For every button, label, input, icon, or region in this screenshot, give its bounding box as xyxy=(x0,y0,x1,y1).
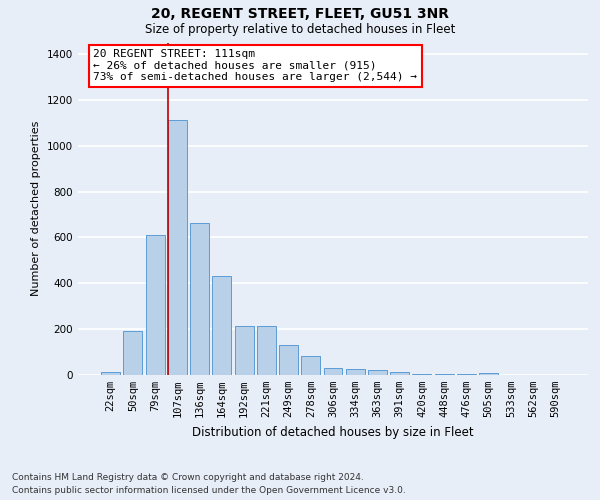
Bar xyxy=(168,120,187,375)
Bar xyxy=(235,326,254,375)
Y-axis label: Number of detached properties: Number of detached properties xyxy=(31,121,41,296)
Bar xyxy=(124,332,142,375)
Bar xyxy=(346,369,365,375)
Text: Contains HM Land Registry data © Crown copyright and database right 2024.
Contai: Contains HM Land Registry data © Crown c… xyxy=(12,474,406,495)
Bar xyxy=(279,345,298,375)
X-axis label: Distribution of detached houses by size in Fleet: Distribution of detached houses by size … xyxy=(192,426,474,438)
Bar xyxy=(190,222,209,375)
Text: 20, REGENT STREET, FLEET, GU51 3NR: 20, REGENT STREET, FLEET, GU51 3NR xyxy=(151,8,449,22)
Bar xyxy=(368,370,387,375)
Bar xyxy=(390,372,409,375)
Bar xyxy=(412,374,431,375)
Bar xyxy=(457,374,476,375)
Bar xyxy=(146,235,164,375)
Bar xyxy=(101,372,120,375)
Bar xyxy=(257,326,276,375)
Text: Size of property relative to detached houses in Fleet: Size of property relative to detached ho… xyxy=(145,22,455,36)
Bar xyxy=(301,356,320,375)
Bar xyxy=(323,368,343,375)
Bar xyxy=(479,372,498,375)
Bar xyxy=(435,374,454,375)
Bar xyxy=(212,276,231,375)
Text: 20 REGENT STREET: 111sqm
← 26% of detached houses are smaller (915)
73% of semi-: 20 REGENT STREET: 111sqm ← 26% of detach… xyxy=(94,49,418,82)
